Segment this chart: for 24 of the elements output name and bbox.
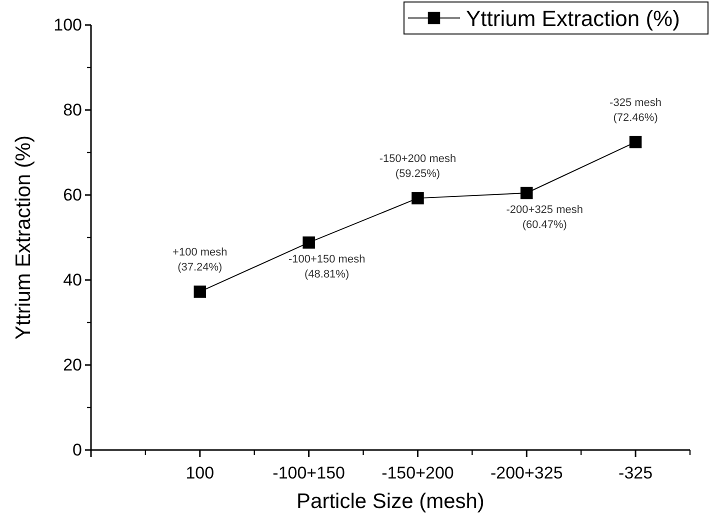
point xyxy=(194,286,206,298)
y-tick-label: 80 xyxy=(63,100,82,120)
y-tick-label: 20 xyxy=(63,355,82,374)
annotation: -325 mesh (72.46%) xyxy=(610,97,662,124)
y-tick-label: 40 xyxy=(63,270,82,290)
point xyxy=(629,136,642,148)
y-tick-label: 100 xyxy=(54,15,82,34)
x-tick-label: -200+325 xyxy=(490,464,563,483)
x-tick-label: 100 xyxy=(186,464,214,483)
annotation: -150+200 mesh (59.25%) xyxy=(379,153,456,180)
x-tick-label: -150+200 xyxy=(382,464,454,483)
x-tick-label: -100+150 xyxy=(272,464,345,483)
point xyxy=(520,186,533,200)
annotation: -200+325 mesh (60.47%) xyxy=(506,204,584,232)
x-axis-title: Particle Size (mesh) xyxy=(296,490,484,513)
annotation: -100+150 mesh (48.81%) xyxy=(288,254,366,281)
y-tick-label: 60 xyxy=(63,185,82,204)
x-tick-label: -325 xyxy=(618,464,653,483)
annotation: +100 mesh (37.24%) xyxy=(172,246,228,274)
y-axis-title: Yttrium Extraction (%) xyxy=(12,135,35,340)
point xyxy=(302,236,315,249)
legend-label: Yttrium Extraction (%) xyxy=(466,6,680,31)
y-tick-label: 0 xyxy=(72,440,82,460)
point xyxy=(412,192,424,204)
